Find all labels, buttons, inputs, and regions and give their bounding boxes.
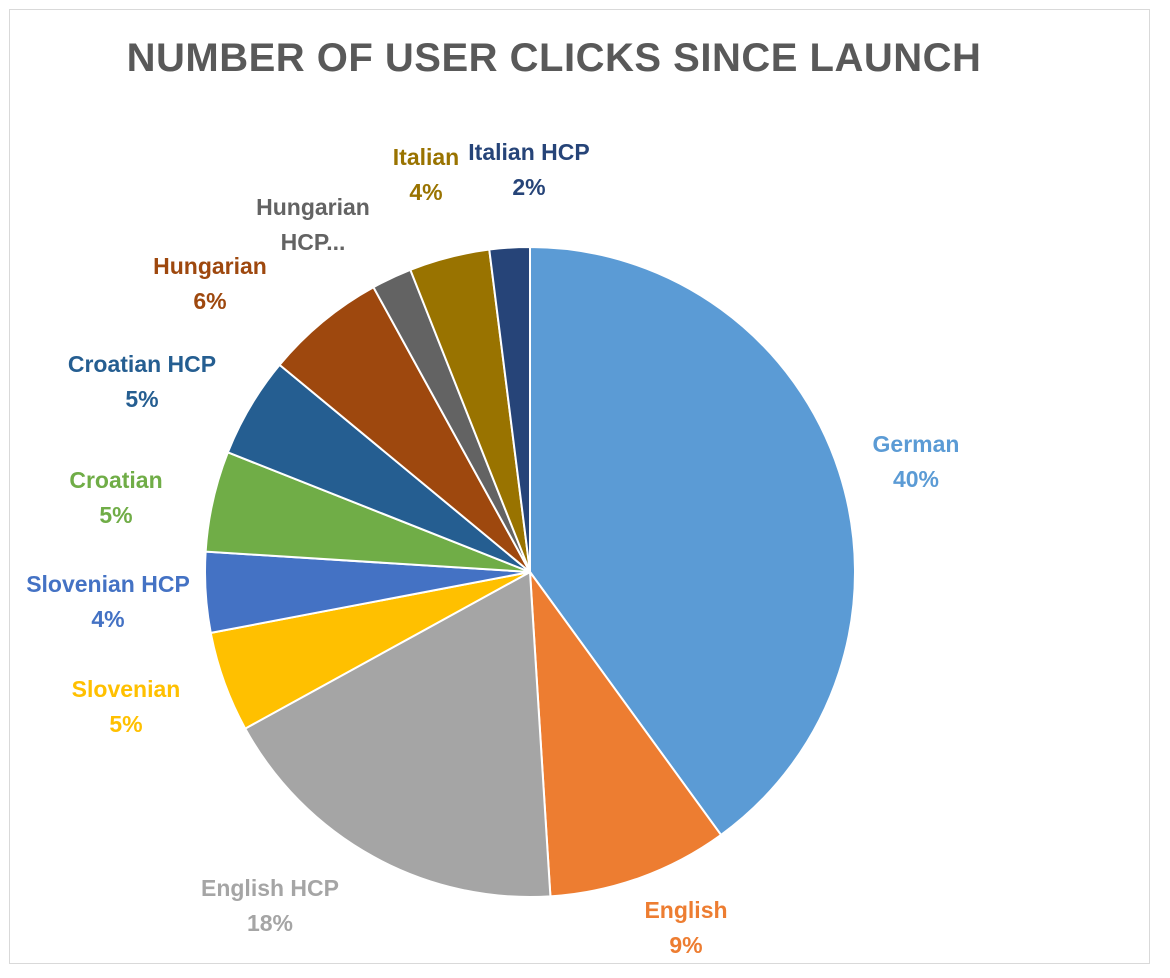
data-label-english: English 9% <box>644 897 727 958</box>
pie-labels: German 40% English 9% English HCP 18% Slovenia… <box>26 139 959 958</box>
data-label-hungarian: Hungarian 6% <box>153 253 267 314</box>
data-label-croatian-hcp: Croatian HCP 5% <box>68 351 216 412</box>
pie-slice-english <box>528 568 723 898</box>
pie-slice-italian-hcp <box>488 245 531 573</box>
data-label-slovenian: Slovenian 5% <box>72 676 181 737</box>
data-label-italian-hcp: Italian HCP 2% <box>468 139 589 200</box>
data-label-slovenian-hcp: Slovenian HCP 4% <box>26 571 190 632</box>
data-label-hungarian-hcp: Hungarian HCP... <box>256 194 370 255</box>
pie-slice-english-hcp <box>243 570 552 898</box>
data-label-italian: Italian 4% <box>393 144 459 205</box>
data-label-german: German 40% <box>873 431 960 492</box>
data-label-croatian: Croatian 5% <box>69 467 162 528</box>
chart-title: NUMBER OF USER CLICKS SINCE LAUNCH <box>126 36 982 80</box>
pie-slice-german <box>529 245 856 837</box>
pie-slice-hungarian <box>278 285 531 573</box>
pie-slices <box>204 245 856 898</box>
data-label-english-hcp: English HCP 18% <box>201 875 339 936</box>
